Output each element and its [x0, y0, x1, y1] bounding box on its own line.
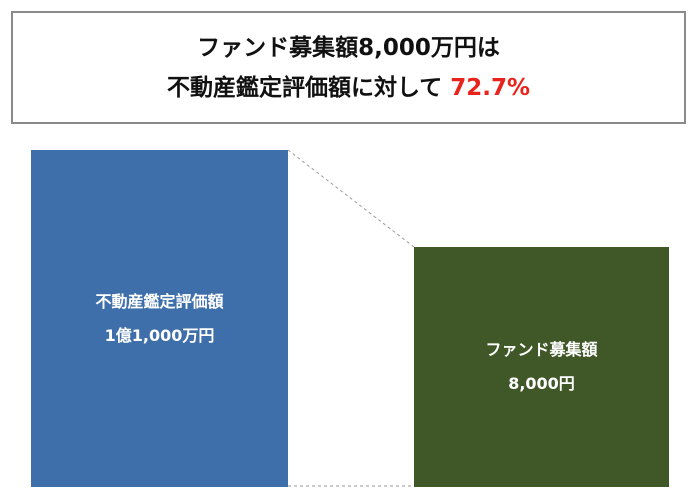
- headline-box: ファンド募集額8,000万円は 不動産鑑定評価額に対して 72.7%: [11, 11, 686, 124]
- fund-amount-label: ファンド募集額: [485, 340, 598, 359]
- appraisal-value-label: 不動産鑑定評価額: [95, 291, 224, 311]
- connector-top-line: [287, 149, 415, 248]
- fund-amount-value: 8,000円: [508, 374, 575, 393]
- headline-ratio: 72.7%: [450, 74, 531, 101]
- appraisal-value-block: 不動産鑑定評価額 1億1,000万円: [31, 150, 288, 487]
- appraisal-value-amount: 1億1,000万円: [104, 325, 215, 345]
- headline-fund-text: ファンド募集額8,000万円は: [197, 34, 500, 61]
- headline-comparison-text: 不動産鑑定評価額に対して: [166, 74, 443, 101]
- headline-line-2: 不動産鑑定評価額に対して 72.7%: [167, 68, 530, 108]
- headline-line-1: ファンド募集額8,000万円は: [197, 28, 500, 68]
- fund-amount-block: ファンド募集額 8,000円: [414, 247, 669, 487]
